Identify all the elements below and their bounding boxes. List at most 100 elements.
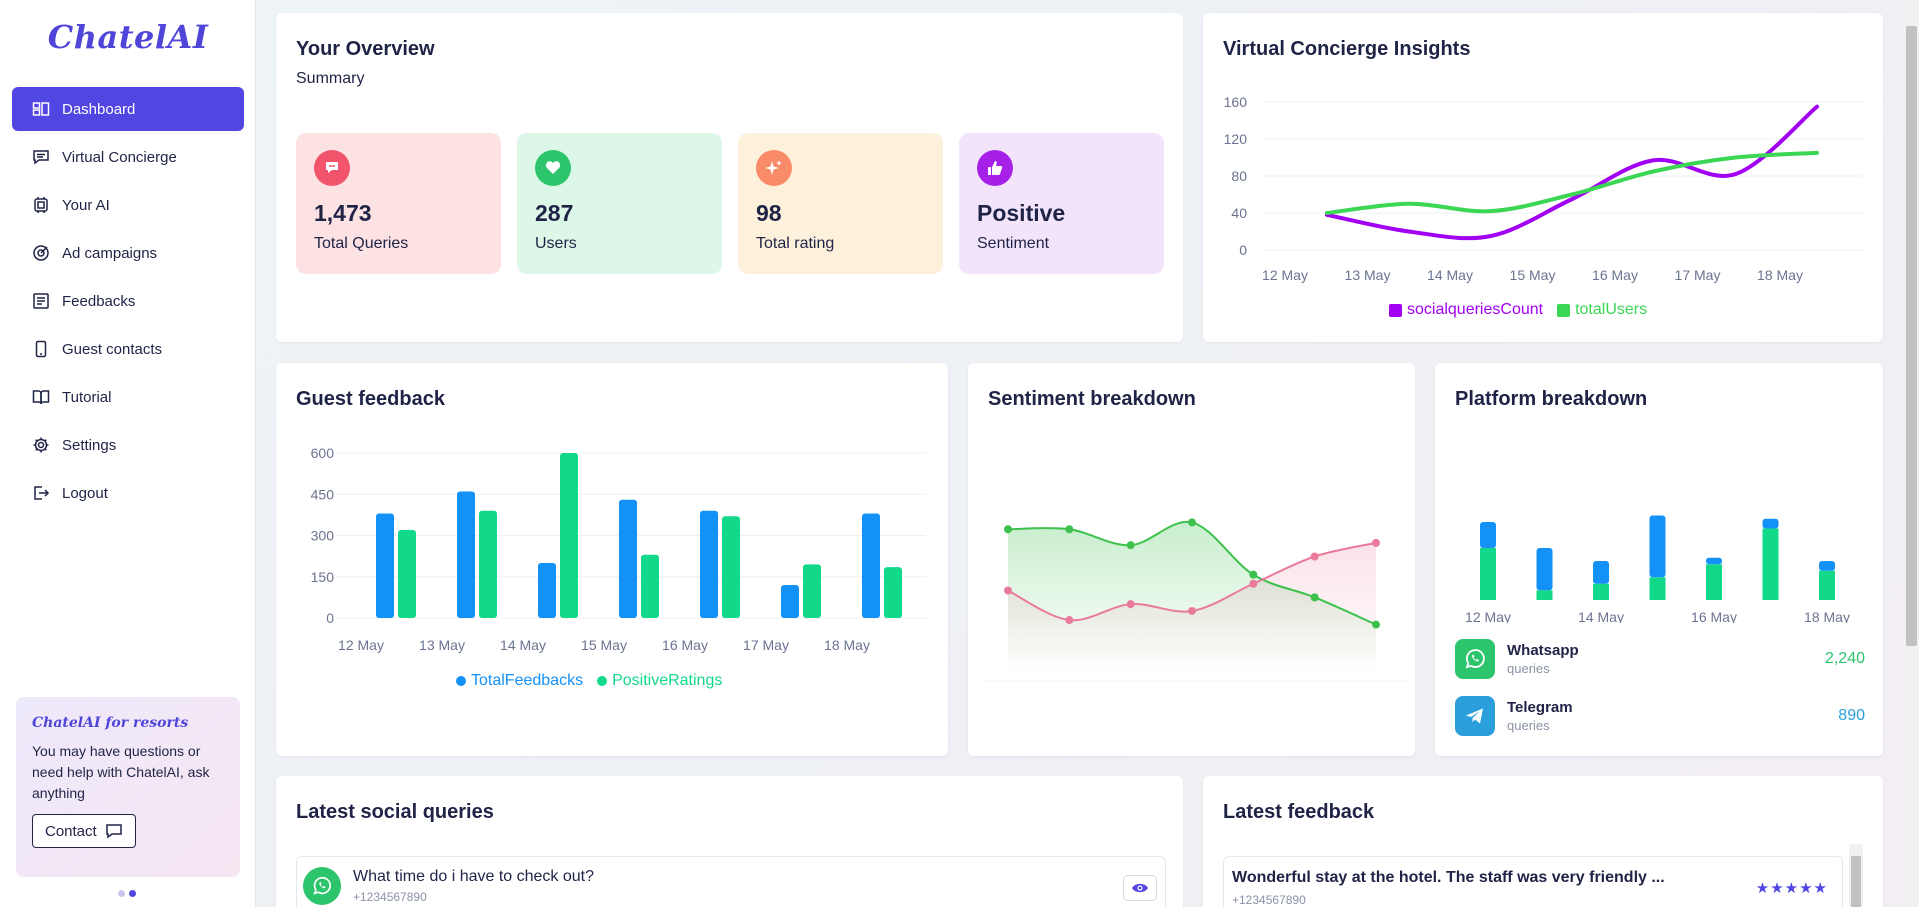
y-tick-label: 150 — [311, 569, 335, 585]
legend-label: socialqueriesCount — [1407, 301, 1544, 318]
insights-legend: socialqueriesCount totalUsers — [1389, 301, 1647, 319]
x-tick-label: 13 May — [1345, 267, 1391, 283]
insights-card: Virtual Concierge Insights 160 120 80 40 0 12… — [1203, 13, 1883, 342]
stat-label: Sentiment — [977, 235, 1050, 252]
sidebar-item-label: Virtual Concierge — [62, 148, 177, 166]
legend-item-positiveratings[interactable]: PositiveRatings — [597, 672, 722, 690]
platform-card: Platform breakdown 12 May 14 May 16 May 18 … — [1435, 363, 1883, 756]
chip-icon — [34, 197, 48, 213]
platform-name-block: Telegram queries — [1507, 699, 1573, 733]
stat-label: Users — [535, 235, 577, 252]
sidebar-item-label: Feedbacks — [62, 292, 136, 310]
sentiment-chart: 12 May 15 May 18 May — [984, 518, 1408, 693]
guest-feedback-card: Guest feedback 600 450 300 150 0 12 May 13 May… — [276, 363, 948, 756]
bar-telegram — [1593, 561, 1609, 584]
platform-name: Telegram — [1507, 699, 1573, 716]
carousel-dots — [118, 890, 136, 897]
sidebar-item-label: Logout — [62, 484, 108, 502]
bar-positiveratings — [641, 554, 659, 618]
sparkle-icon — [756, 150, 792, 186]
rating-stars: ★★★★★ — [1755, 880, 1828, 897]
view-query-button[interactable] — [1123, 875, 1157, 901]
sidebar-item-feedbacks[interactable]: Feedbacks — [12, 279, 244, 323]
feedback-row[interactable]: Wonderful stay at the hotel. The staff w… — [1223, 856, 1843, 907]
x-tick-label: 18 May — [1757, 267, 1803, 283]
platform-title: Platform breakdown — [1455, 388, 1648, 410]
contact-button[interactable]: Contact — [32, 814, 136, 848]
x-tick-label: 12 May — [1262, 267, 1308, 283]
platform-sub: queries — [1507, 661, 1550, 676]
platform-sub: queries — [1507, 718, 1550, 733]
bar-whatsapp — [1593, 583, 1609, 600]
bar-telegram — [1762, 518, 1779, 529]
promo-title: ChatelAI for resorts — [32, 715, 189, 731]
x-tick-label: 15 May — [581, 637, 627, 653]
y-tick-label: 450 — [311, 486, 335, 502]
stat-total-queries: 1,473 Total Queries — [296, 133, 501, 274]
x-tick-label: 13 May — [419, 637, 465, 653]
bar-positiveratings — [803, 564, 821, 618]
x-tick-label: 14 May — [1578, 609, 1624, 623]
y-tick-label: 0 — [326, 610, 334, 626]
page-scrollbar-thumb[interactable] — [1906, 26, 1917, 646]
query-row[interactable]: What time do i have to check out? +12345… — [296, 856, 1166, 907]
series-point — [1188, 606, 1196, 615]
series-point — [1065, 616, 1074, 625]
carousel-dot-active[interactable] — [129, 890, 136, 897]
legend-item-totalusers[interactable]: totalUsers — [1557, 301, 1647, 319]
series-point — [1249, 570, 1258, 579]
legend-item-socialqueries[interactable]: socialqueriesCount — [1389, 301, 1543, 319]
platform-name-block: Whatsapp queries — [1507, 642, 1579, 676]
guest-feedback-title: Guest feedback — [296, 388, 445, 410]
y-tick-label: 300 — [311, 528, 335, 544]
sidebar-item-your-ai[interactable]: Your AI — [12, 183, 244, 227]
overview-title: Your Overview — [296, 38, 435, 60]
bar-positiveratings — [722, 516, 740, 618]
platform-row-whatsapp[interactable]: Whatsapp queries 2,240 — [1455, 639, 1865, 679]
x-tick-label: 18 May — [1804, 609, 1850, 623]
bar-telegram — [1706, 557, 1722, 565]
sidebar-item-virtual-concierge[interactable]: Virtual Concierge — [12, 135, 244, 179]
x-tick-label: 12 May — [1465, 609, 1511, 623]
sidebar-item-label: Settings — [62, 436, 117, 454]
sidebar-item-ad-campaigns[interactable]: Ad campaigns — [12, 231, 244, 275]
bar-whatsapp — [1480, 548, 1496, 600]
feedback-scrollbar-thumb[interactable] — [1851, 856, 1861, 907]
sidebar-item-tutorial[interactable]: Tutorial — [12, 375, 244, 419]
legend-label: PositiveRatings — [612, 672, 723, 689]
app-logo[interactable]: ChatelAI — [47, 18, 209, 56]
sentiment-title: Sentiment breakdown — [988, 388, 1196, 410]
y-tick-label: 40 — [1231, 205, 1247, 221]
series-line-totalUsers — [1325, 150, 1819, 215]
x-tick-label: 14 May — [1427, 267, 1473, 283]
sidebar-item-guest-contacts[interactable]: Guest contacts — [12, 327, 244, 371]
sidebar-item-logout[interactable]: Logout — [12, 471, 244, 515]
promo-card: ChatelAI for resorts You may have questi… — [16, 697, 240, 877]
sidebar-item-settings[interactable]: Settings — [12, 423, 244, 467]
y-tick-label: 80 — [1231, 168, 1247, 184]
y-tick-label: 600 — [311, 445, 335, 461]
series-point — [1372, 538, 1380, 547]
x-tick-label: 14 May — [500, 637, 546, 653]
overview-card: Your Overview Summary 1,473 Total Querie… — [276, 13, 1183, 342]
platform-chart: 12 May 14 May 16 May 18 May — [1465, 515, 1850, 623]
y-tick-label: 160 — [1224, 94, 1248, 110]
legend-item-totalfeedbacks[interactable]: TotalFeedbacks — [456, 672, 583, 690]
carousel-dot[interactable] — [118, 890, 125, 897]
series-point — [1004, 586, 1012, 595]
whatsapp-icon — [1455, 639, 1495, 679]
bar-positiveratings — [479, 510, 497, 618]
stat-total-rating: 98 Total rating — [738, 133, 943, 274]
insights-title: Virtual Concierge Insights — [1223, 38, 1471, 60]
series-point — [1310, 593, 1319, 602]
chat-bubble-icon — [314, 150, 350, 186]
x-tick-label: 15 May — [1510, 267, 1556, 283]
bar-totalfeedbacks — [538, 563, 556, 618]
query-phone: +1234567890 — [353, 890, 427, 904]
sidebar-item-dashboard[interactable]: Dashboard — [12, 87, 244, 131]
bar-whatsapp — [1706, 564, 1722, 600]
stat-value: 98 — [756, 200, 782, 226]
bar-telegram — [1649, 515, 1666, 578]
platform-row-telegram[interactable]: Telegram queries 890 — [1455, 696, 1865, 736]
x-tick-label: 15 May — [1169, 692, 1215, 693]
